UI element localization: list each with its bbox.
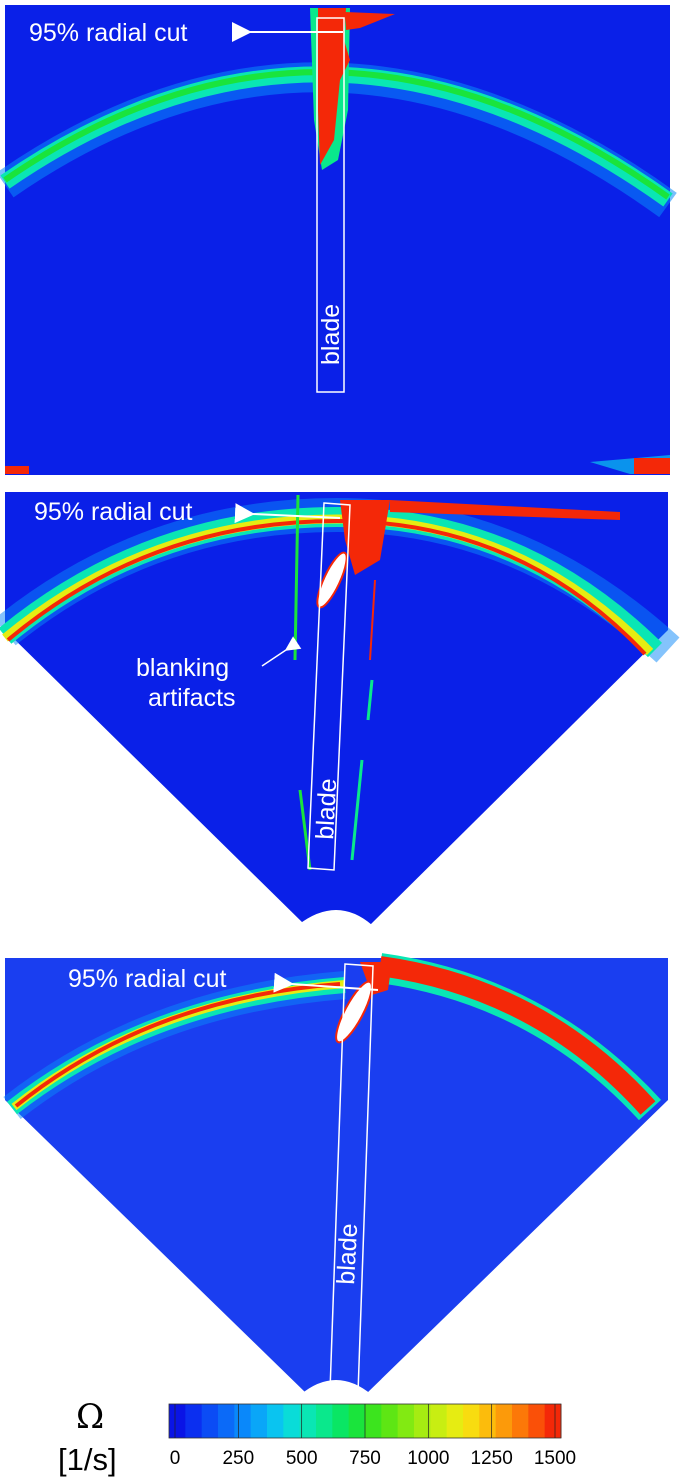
colorbar-swatch — [446, 1404, 464, 1438]
colorbar-swatch — [332, 1404, 350, 1438]
panel-2-blade-outline — [307, 502, 351, 871]
panel-3-blade-label: blade — [332, 1223, 363, 1286]
colorbar-swatch — [316, 1404, 333, 1438]
colorbar-tick-label: 1250 — [471, 1448, 513, 1469]
colorbar-swatch — [544, 1404, 562, 1438]
colorbar-swatch — [414, 1404, 431, 1438]
panel-2-artifacts-label-line2: artifacts — [148, 684, 236, 712]
panel-1: blade 95% radial cut — [0, 5, 677, 475]
colorbar-swatch — [463, 1404, 480, 1438]
colorbar-swatch — [381, 1404, 399, 1438]
colorbar-swatch — [495, 1404, 513, 1438]
colorbar-tick-label: 1000 — [407, 1448, 449, 1469]
panel-3-cut-label: 95% radial cut — [68, 965, 226, 993]
colorbar-swatch — [250, 1404, 268, 1438]
panel-1-tip-region-core — [318, 8, 350, 165]
panel-2-hub — [298, 910, 372, 925]
panel-2-cut-label: 95% radial cut — [34, 498, 192, 526]
panel-3-wake-right-core — [378, 956, 656, 1115]
panel-2-artifact-5 — [350, 759, 364, 861]
colorbar-swatch — [299, 1404, 317, 1438]
colorbar: Ω [1/s] 0 250 500 750 1000 1250 1500 — [58, 1397, 576, 1477]
colorbar-swatch — [169, 1404, 186, 1438]
panel-2-artifact-4 — [366, 679, 374, 721]
panel-3-hub — [300, 1380, 372, 1395]
colorbar-swatch — [528, 1404, 546, 1438]
colorbar-swatch — [234, 1404, 252, 1438]
colorbar-swatches — [169, 1404, 562, 1438]
panel-3-tip-core — [360, 962, 392, 995]
colorbar-swatch — [365, 1404, 382, 1438]
panel-3: blade 95% radial cut — [3, 953, 668, 1395]
panel-2-blade-label: blade — [311, 778, 342, 841]
colorbar-tick-label: 0 — [170, 1448, 181, 1469]
panel-2-background — [5, 492, 668, 925]
colorbar-tick-label: 500 — [286, 1448, 318, 1469]
panel-2-artifacts-arrow — [261, 636, 302, 667]
panel-1-blade-outline — [316, 17, 345, 393]
colorbar-swatch — [512, 1404, 529, 1438]
panel-2-tip-core — [340, 500, 390, 575]
panel-3-cut-arrow — [273, 972, 379, 993]
panel-2-artifacts-label-line1: blanking — [136, 654, 229, 682]
colorbar-symbol: Ω — [76, 1397, 104, 1437]
colorbar-swatch — [348, 1404, 366, 1438]
colorbar-swatch — [267, 1404, 284, 1438]
panel-1-cut-label: 95% radial cut — [29, 19, 187, 47]
panel-1-tip-streak — [345, 12, 395, 30]
panel-1-corner-spot-left — [5, 466, 29, 474]
panel-2-cut-arrow — [234, 503, 341, 524]
colorbar-tick-label: 250 — [222, 1448, 254, 1469]
colorbar-ticks: 0 250 500 750 1000 1250 1500 — [170, 1404, 576, 1469]
panel-2-tip-streak — [390, 500, 620, 520]
colorbar-tick-label: 750 — [349, 1448, 381, 1469]
colorbar-unit: [1/s] — [58, 1442, 117, 1477]
colorbar-tick-label: 1500 — [534, 1448, 576, 1469]
panel-2-artifact-3 — [369, 579, 376, 661]
colorbar-swatch — [283, 1404, 301, 1438]
colorbar-swatch — [218, 1404, 235, 1438]
panel-1-blade-label: blade — [317, 304, 345, 365]
panel-2-wake-core — [6, 518, 647, 656]
colorbar-swatch — [201, 1404, 219, 1438]
panel-2: blade 95% radial cut blanking artifacts — [0, 492, 680, 925]
colorbar-swatch — [479, 1404, 497, 1438]
colorbar-swatch — [185, 1404, 203, 1438]
panel-3-airfoil — [335, 980, 373, 1044]
colorbar-swatch — [397, 1404, 415, 1438]
panel-3-blade-outline — [329, 963, 374, 1394]
colorbar-swatch — [430, 1404, 448, 1438]
panel-2-artifact-1 — [293, 494, 300, 661]
panel-3-background — [5, 958, 668, 1395]
panel-1-corner-spot-right — [634, 458, 670, 474]
